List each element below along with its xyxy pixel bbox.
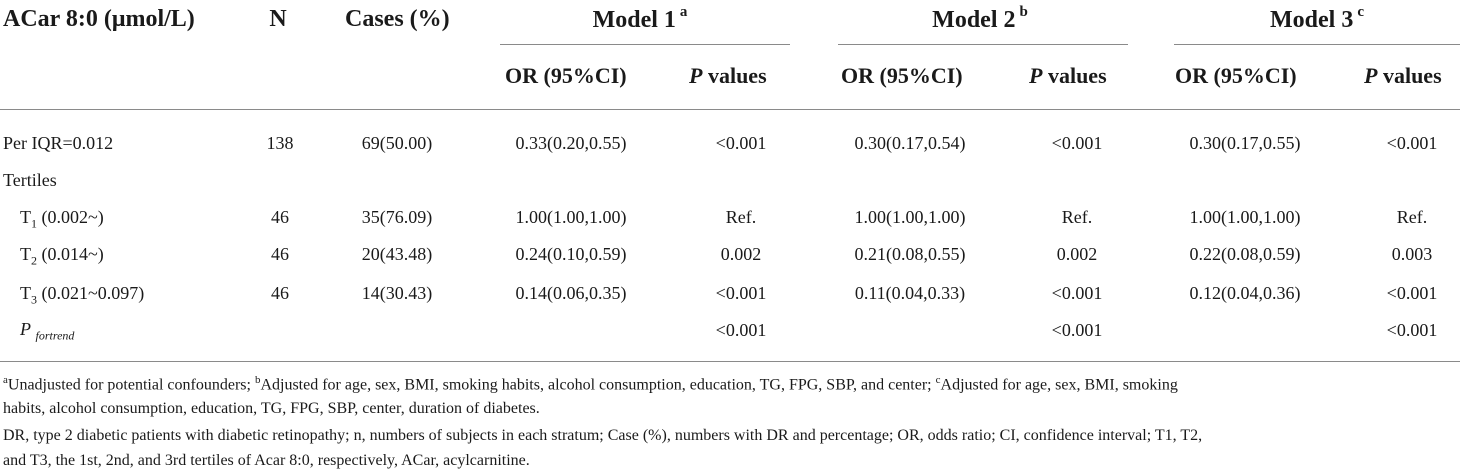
row-label-p-for-trend: P fortrend <box>20 319 75 343</box>
row-label-t2: T2 (0.014~) <box>20 244 104 268</box>
table-cell: 46 <box>271 207 289 227</box>
col-variable-header: ACar 8:0 (μmol/L) <box>3 6 195 32</box>
table-cell: 0.24(0.10,0.59) <box>515 244 627 264</box>
table-cell: <0.001 <box>715 320 767 340</box>
table-cell: <0.001 <box>1386 283 1438 303</box>
table-cell: 0.002 <box>720 244 762 264</box>
col-n-header: N <box>269 6 287 32</box>
table-cell: 138 <box>266 133 294 153</box>
model-2-rule <box>838 44 1128 45</box>
table-cell: Ref. <box>725 207 757 227</box>
footnote-line-2: habits, alcohol consumption, education, … <box>3 400 540 417</box>
table-bottom-rule <box>0 361 1460 362</box>
footnote-line-4: and T3, the 1st, 2nd, and 3rd tertiles o… <box>3 452 530 469</box>
model-3-footnote-mark: c <box>1357 4 1364 20</box>
m3-p-subheader: P values <box>1364 63 1442 88</box>
m1-or-subheader: OR (95%CI) <box>505 63 627 88</box>
m2-p-subheader: P values <box>1029 63 1107 88</box>
table-cell: 1.00(1.00,1.00) <box>1189 207 1301 227</box>
table-cell: 0.002 <box>1056 244 1098 264</box>
table-cell: 20(43.48) <box>361 244 433 264</box>
model-1-footnote-mark: a <box>679 4 688 20</box>
table-cell: 46 <box>271 244 289 264</box>
table-cell: 46 <box>271 283 289 303</box>
m2-or-subheader: OR (95%CI) <box>841 63 963 88</box>
table-cell: 0.14(0.06,0.35) <box>515 283 627 303</box>
table-cell: 0.30(0.17,0.54) <box>854 133 966 153</box>
table-cell: <0.001 <box>1386 133 1438 153</box>
m3-or-subheader: OR (95%CI) <box>1175 63 1297 88</box>
table-cell: Ref. <box>1061 207 1093 227</box>
row-label-tertiles: Tertiles <box>3 170 57 190</box>
row-label-per-iqr: Per IQR=0.012 <box>3 133 114 153</box>
table-cell: <0.001 <box>1386 320 1438 340</box>
table-cell: 0.33(0.20,0.55) <box>515 133 627 153</box>
header-bottom-rule <box>0 109 1460 110</box>
table-cell: 1.00(1.00,1.00) <box>515 207 627 227</box>
col-cases-header: Cases (%) <box>345 6 450 32</box>
row-label-t3: T3 (0.021~0.097) <box>20 283 145 307</box>
table-cell: <0.001 <box>715 133 767 153</box>
table-cell: 69(50.00) <box>361 133 433 153</box>
table-cell: <0.001 <box>1051 283 1103 303</box>
table-cell: 0.21(0.08,0.55) <box>854 244 966 264</box>
model-3-rule <box>1174 44 1460 45</box>
row-label-t1: T1 (0.002~) <box>20 207 104 231</box>
model-1-rule <box>500 44 790 45</box>
table-cell: 35(76.09) <box>361 207 433 227</box>
table-cell: <0.001 <box>1051 320 1103 340</box>
table-cell: <0.001 <box>715 283 767 303</box>
table-cell: Ref. <box>1396 207 1428 227</box>
footnote-line-3: DR, type 2 diabetic patients with diabet… <box>3 427 1203 444</box>
table-cell: 1.00(1.00,1.00) <box>854 207 966 227</box>
table-cell: 0.30(0.17,0.55) <box>1189 133 1301 153</box>
table-cell: 0.12(0.04,0.36) <box>1189 283 1301 303</box>
m1-p-subheader: P values <box>689 63 767 88</box>
table-cell: <0.001 <box>1051 133 1103 153</box>
table-cell: 0.22(0.08,0.59) <box>1189 244 1301 264</box>
table-cell: 0.11(0.04,0.33) <box>854 283 966 303</box>
footnote-line-1: aUnadjusted for potential confounders; b… <box>3 374 1178 394</box>
model-2-footnote-mark: b <box>1019 4 1028 20</box>
table-cell: 0.003 <box>1391 244 1433 264</box>
table-cell: 14(30.43) <box>361 283 433 303</box>
